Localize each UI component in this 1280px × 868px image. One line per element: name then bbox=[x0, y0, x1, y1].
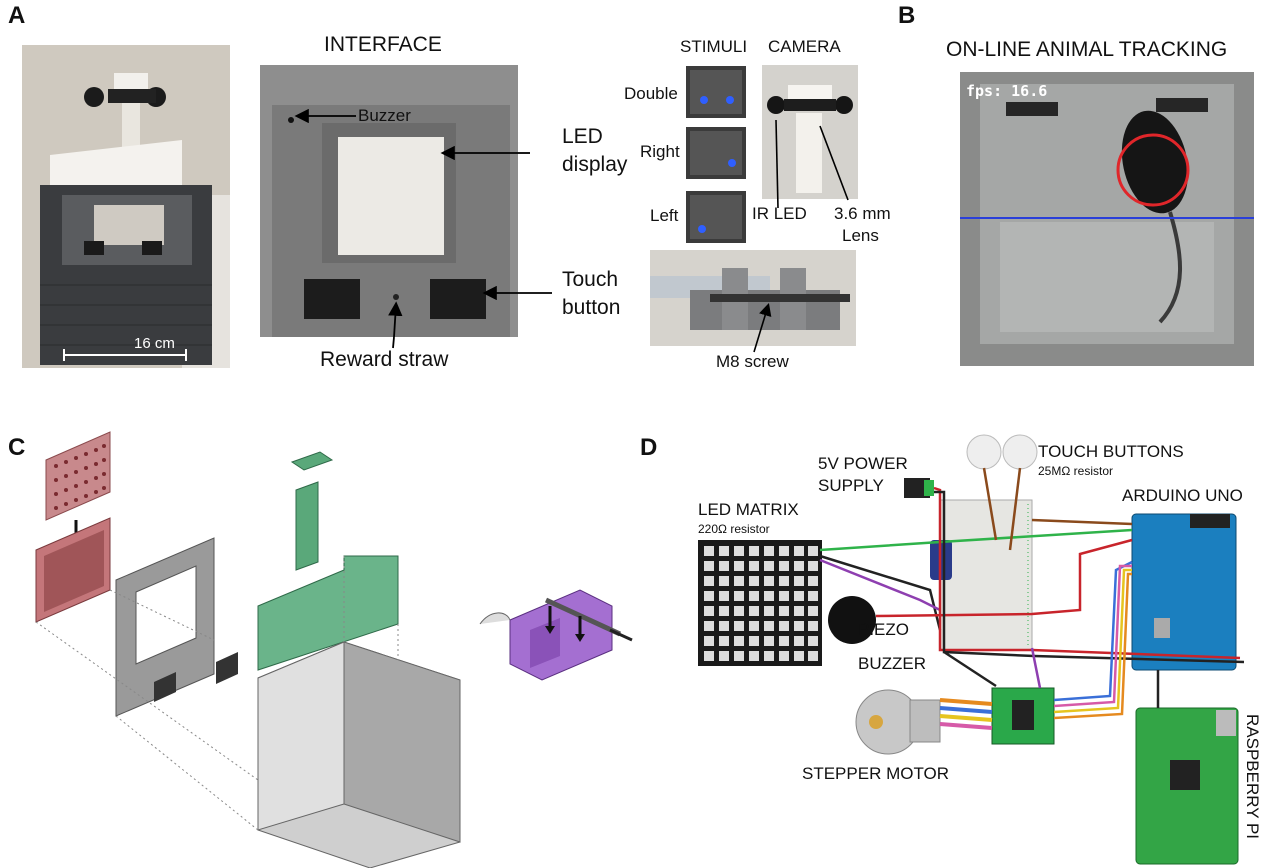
touch-button-label-1: Touch bbox=[562, 268, 619, 291]
panel-label-b: B bbox=[898, 2, 916, 29]
interface-photo: Buzzer bbox=[260, 65, 518, 337]
touch-buttons-title: TOUCH BUTTONS bbox=[1038, 442, 1184, 461]
power-supply-label-2: SUPPLY bbox=[818, 476, 884, 495]
ir-led-label: IR LED bbox=[752, 204, 807, 223]
led-matrix-board bbox=[698, 540, 822, 666]
touch-button-label-2: button bbox=[562, 296, 621, 319]
stim-left-label: Left bbox=[650, 206, 679, 225]
led-display-label-2: display bbox=[562, 153, 628, 176]
arduino-label: ARDUINO UNO bbox=[1122, 486, 1243, 505]
stim-right-label: Right bbox=[640, 142, 680, 161]
apparatus-photo: 16 cm bbox=[22, 45, 230, 368]
piezo-label-2: BUZZER bbox=[858, 654, 926, 673]
camera-title: CAMERA bbox=[768, 37, 841, 56]
buzzer-label: Buzzer bbox=[358, 106, 411, 125]
lens-label-1: 3.6 mm bbox=[834, 204, 891, 223]
touch-buttons-resistor: 25MΩ resistor bbox=[1038, 464, 1113, 478]
wiring-diagram: 5V POWER SUPPLY TOUCH BUTTONS 25MΩ resis… bbox=[640, 430, 1280, 868]
fps-readout: fps: 16.6 bbox=[966, 82, 1048, 100]
m8-screw-label: M8 screw bbox=[716, 352, 789, 371]
panel-label-c: C bbox=[8, 434, 26, 461]
arduino-board bbox=[1131, 513, 1237, 671]
panel-label-d: D bbox=[640, 434, 658, 461]
led-matrix-resistor: 220Ω resistor bbox=[698, 522, 770, 536]
raspberry-pi-label: RASPBERRY PI bbox=[1243, 714, 1262, 840]
tracking-frame: fps: 16.6 bbox=[960, 72, 1254, 366]
panel-label-a: A bbox=[8, 2, 26, 29]
stimuli-title: STIMULI bbox=[680, 37, 748, 56]
led-matrix-part bbox=[45, 431, 111, 521]
reward-straw-label: Reward straw bbox=[320, 348, 449, 371]
stepper-motor-label: STEPPER MOTOR bbox=[802, 764, 950, 783]
led-matrix-label: LED MATRIX bbox=[698, 500, 799, 519]
stimulus-right-photo bbox=[686, 127, 746, 179]
stimulus-left-photo bbox=[686, 191, 746, 243]
stimulus-double-photo bbox=[686, 66, 746, 118]
lens-label-2: Lens bbox=[842, 226, 879, 245]
led-display-label-1: LED bbox=[562, 125, 603, 148]
power-supply-label-1: 5V POWER bbox=[818, 454, 908, 473]
piezo-label-1: PIEZO bbox=[858, 620, 910, 639]
interface-title: INTERFACE bbox=[324, 33, 442, 56]
scale-bar-label: 16 cm bbox=[134, 335, 175, 352]
tracking-title: ON-LINE ANIMAL TRACKING bbox=[946, 38, 1228, 61]
stim-double-label: Double bbox=[624, 84, 678, 103]
reward-pump-photo bbox=[650, 250, 856, 346]
breadboard bbox=[939, 499, 1033, 651]
camera-photo bbox=[762, 65, 858, 199]
exploded-assembly-drawing bbox=[0, 430, 640, 868]
